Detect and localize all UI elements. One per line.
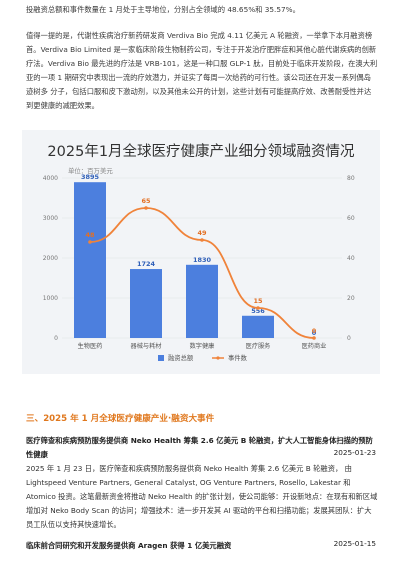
news-date-neko: 2025-01-23: [333, 448, 376, 457]
right-tick-label: 20: [347, 295, 355, 302]
right-tick-label: 60: [347, 215, 355, 222]
section-title: 三、2025 年 1 月全球医疗健康产业·融资大事件: [26, 414, 215, 424]
bar-数字健康: [186, 264, 218, 338]
events-point: [144, 206, 148, 210]
events-point: [256, 306, 260, 310]
legend-label-line: 事件数: [228, 353, 248, 362]
events-point: [312, 336, 316, 340]
line-label: 0: [312, 327, 317, 335]
right-tick-label: 80: [347, 175, 355, 182]
category-label: 生物医药: [78, 342, 103, 350]
left-tick-label: 4000: [43, 175, 58, 182]
category-label: 器械与耗材: [131, 342, 162, 350]
verdiva-paragraph: 值得一提的是，代谢性疾病治疗新药研发商 Verdiva Bio 完成 4.11 …: [26, 31, 378, 110]
legend-swatch-bar: [158, 355, 164, 361]
category-label: 医药商业: [302, 342, 327, 350]
line-label: 15: [253, 297, 263, 305]
right-tick-label: 0: [347, 335, 351, 342]
news-body-neko: 2025 年 1 月 23 日，医疗筛查和疾病预防服务提供商 Neko Heal…: [26, 464, 378, 529]
right-tick-label: 40: [347, 255, 355, 262]
legend-swatch-dot: [216, 356, 220, 360]
bar-label: 3895: [81, 173, 100, 181]
news-title-aragen[interactable]: 临床前合同研究和开发服务提供商 Aragen 获得 1 亿美元融资: [26, 541, 232, 550]
left-tick-label: 2000: [43, 255, 58, 262]
events-point: [88, 240, 92, 244]
bar-label: 1830: [193, 256, 212, 264]
line-label: 49: [197, 229, 207, 237]
bar-医疗服务: [242, 315, 274, 338]
intro-paragraph: 投融资总额和事件数量在 1 月处于主导地位，分别占全领域的 48.65%和 35…: [26, 5, 300, 14]
news-title-neko[interactable]: 医疗筛查和疾病预防服务提供商 Neko Health 筹集 2.6 亿美元 B …: [26, 436, 373, 459]
bar-label: 0: [312, 329, 317, 337]
events-point: [200, 238, 204, 242]
left-tick-label: 0: [54, 335, 58, 342]
category-label: 数字健康: [190, 342, 215, 350]
left-tick-label: 3000: [43, 215, 58, 222]
left-tick-label: 1000: [43, 295, 58, 302]
legend-label-bar: 融资总额: [168, 353, 194, 362]
chart-plot-area: 0 1000 2000 3000 4000 0 20 40 60 80 3895 生物医药 1724 器械…: [43, 173, 355, 362]
chart-unit-label: 单位：百万美元: [68, 167, 113, 175]
chart-title: 2025年1月全球医疗健康产业细分领域融资情况: [47, 144, 355, 160]
bar-生物医药: [74, 182, 106, 338]
line-label: 48: [85, 231, 95, 239]
line-label: 65: [141, 197, 151, 205]
category-label: 医疗服务: [246, 342, 271, 350]
funding-chart: 2025年1月全球医疗健康产业细分领域融资情况 单位：百万美元 0 1000 200…: [22, 130, 380, 374]
bar-label: 556: [251, 307, 265, 315]
bar-器械与耗材: [130, 269, 162, 338]
news-date-aragen: 2025-01-15: [333, 539, 376, 548]
bar-label: 1724: [137, 260, 156, 268]
